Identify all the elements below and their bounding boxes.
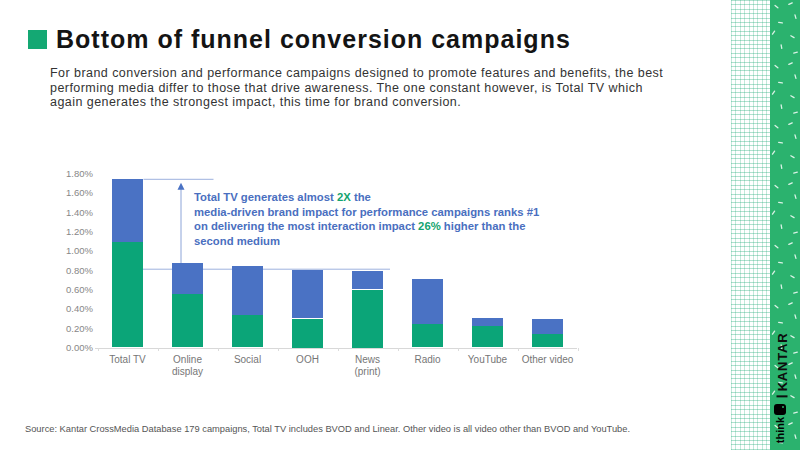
axis-tick [458, 348, 459, 351]
stacked-bar-chart: Total TV generates almost 2X the media-d… [0, 0, 800, 450]
bar-segment-blue [292, 270, 323, 318]
source-note: Source: Kantar CrossMedia Database 179 c… [25, 424, 630, 434]
graph-paper-strip [731, 0, 770, 450]
y-axis-label: 1.20% [36, 226, 93, 237]
bar-segment-green [412, 324, 443, 347]
axis-tick [398, 348, 399, 351]
slide: Bottom of funnel conversion campaigns Fo… [0, 0, 800, 450]
y-axis-label: 1.00% [36, 245, 93, 256]
category-label: OOH [276, 354, 340, 366]
category-label: Online display [156, 354, 220, 378]
arrow-head [178, 183, 185, 190]
kantar-logo: KANTAR [774, 333, 789, 398]
axis-tick [338, 348, 339, 351]
axis-tick [218, 348, 219, 351]
bar-segment-blue [172, 263, 203, 294]
bar-segment-blue [232, 266, 263, 314]
bar-segment-green [532, 334, 563, 348]
bar-segment-green [472, 326, 503, 347]
category-label: Total TV [96, 354, 160, 366]
bar-segment-green [352, 290, 383, 348]
category-label: YouTube [456, 354, 520, 366]
y-axis-label: 0.20% [36, 323, 93, 334]
axis-tick [578, 348, 579, 351]
category-label: Radio [396, 354, 460, 366]
axis-tick [518, 348, 519, 351]
category-label: Other video [516, 354, 580, 366]
annotation-text-segment: 2X [337, 191, 351, 203]
bar-segment-green [232, 315, 263, 348]
think-logo: think [774, 417, 786, 443]
bar-segment-blue [472, 318, 503, 327]
bar-segment-blue [412, 279, 443, 324]
bar-segment-green [112, 242, 143, 347]
y-axis-label: 0.40% [36, 303, 93, 314]
y-axis-label: 1.40% [36, 207, 93, 218]
annotation-text-segment: Total TV generates almost [194, 191, 337, 203]
category-label: News (print) [336, 354, 400, 378]
annotation-text-segment: 26% [418, 220, 441, 232]
y-axis-label: 0.60% [36, 284, 93, 295]
y-axis-label: 1.60% [36, 187, 93, 198]
axis-tick [98, 348, 99, 351]
x-axis-line [95, 348, 577, 349]
y-axis-label: 0.00% [36, 342, 93, 353]
thinkbox-tv-icon [774, 404, 786, 415]
y-axis-label: 0.80% [36, 265, 93, 276]
axis-tick [158, 348, 159, 351]
y-axis-label: 1.80% [36, 168, 93, 179]
chart-annotation-text: Total TV generates almost 2X the media-d… [194, 190, 584, 248]
bar-segment-green [292, 319, 323, 348]
bar-segment-blue [532, 319, 563, 334]
bar-segment-green [172, 294, 203, 347]
bar-segment-blue [112, 179, 143, 242]
axis-tick [278, 348, 279, 351]
category-label: Social [216, 354, 280, 366]
bar-segment-blue [352, 271, 383, 289]
